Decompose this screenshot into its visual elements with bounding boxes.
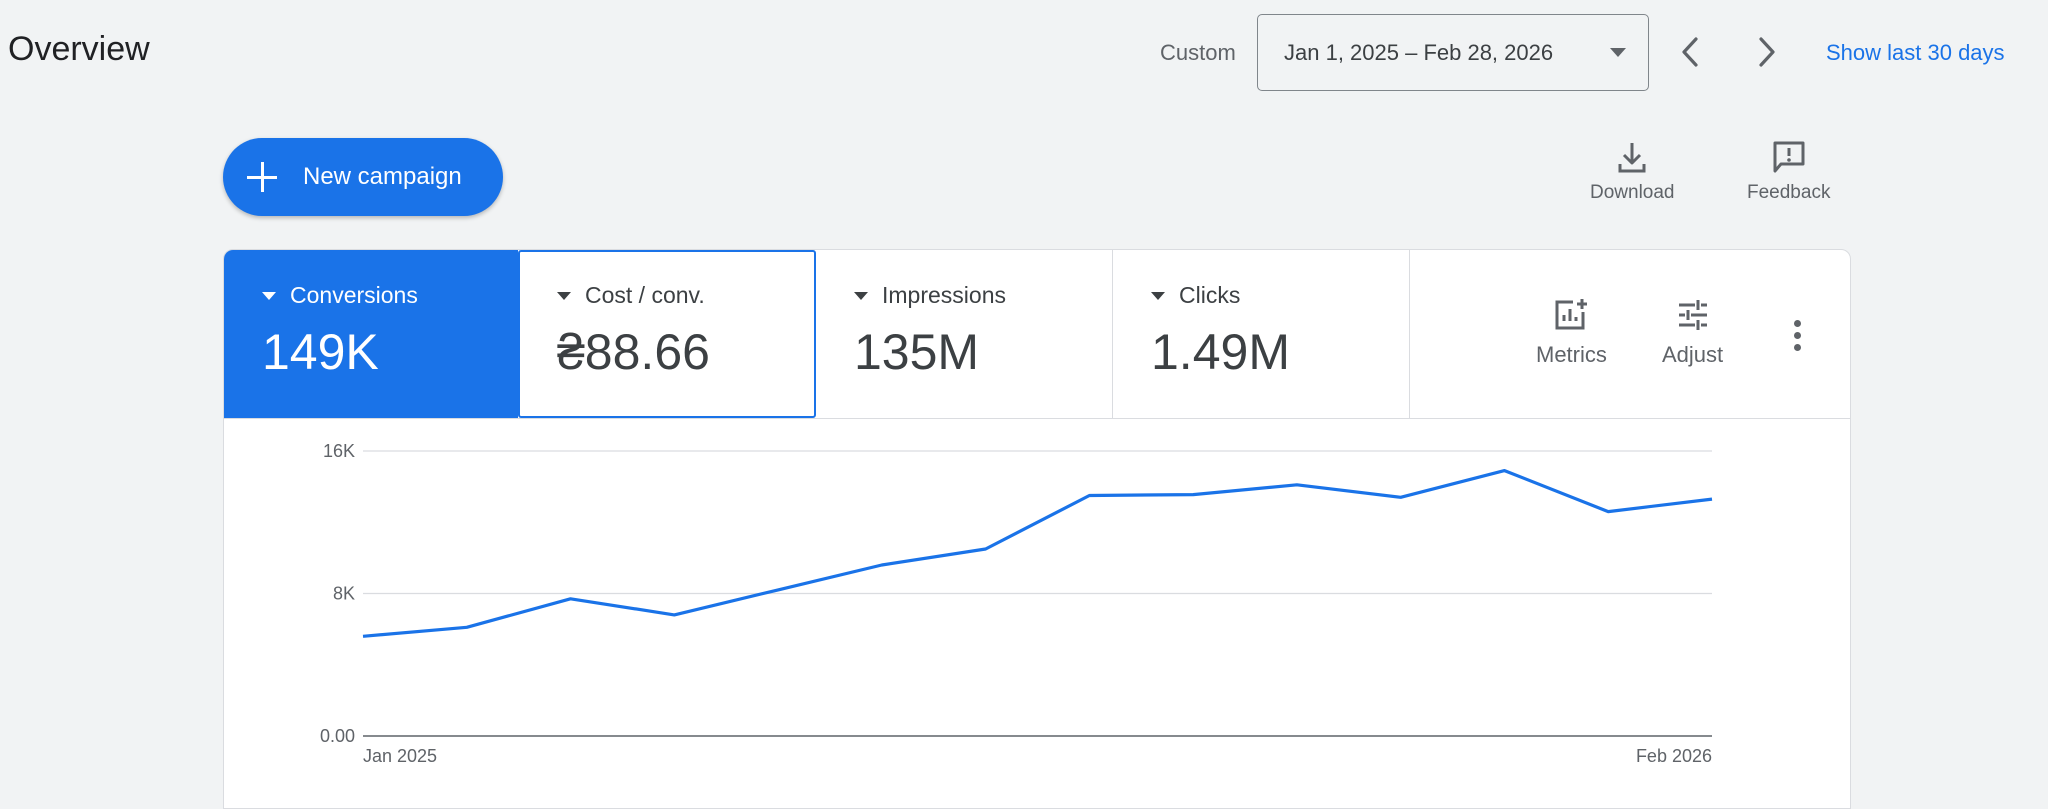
next-period-button[interactable] — [1754, 34, 1780, 70]
metric-value: 149K — [262, 323, 518, 381]
chevron-right-icon — [1757, 36, 1777, 68]
metric-label: Clicks — [1179, 282, 1240, 309]
feedback-icon — [1771, 140, 1807, 174]
date-range-type-label: Custom — [1160, 40, 1236, 66]
feedback-button[interactable]: Feedback — [1747, 140, 1830, 204]
metric-tile-clicks[interactable]: Clicks 1.49M — [1113, 250, 1410, 418]
more-options-button[interactable] — [1791, 320, 1803, 356]
metric-tile-cost-per-conversion[interactable]: Cost / conv. ₴88.66 — [518, 250, 816, 418]
metric-dropdown-icon — [557, 292, 571, 300]
metric-tile-impressions[interactable]: Impressions 135M — [816, 250, 1113, 418]
metrics-chart-icon — [1553, 298, 1589, 332]
metric-dropdown-icon — [854, 292, 868, 300]
more-vert-icon — [1791, 320, 1803, 351]
show-last-30-days-link[interactable]: Show last 30 days — [1826, 40, 2005, 66]
feedback-label: Feedback — [1747, 182, 1830, 204]
new-campaign-label: New campaign — [303, 163, 462, 191]
series-line-conversions — [363, 471, 1712, 637]
dropdown-caret-icon — [1610, 48, 1626, 57]
adjust-button[interactable]: Adjust — [1662, 298, 1723, 368]
metric-dropdown-icon — [262, 292, 276, 300]
x-tick-label: Feb 2026 — [1636, 746, 1712, 766]
date-range-value: Jan 1, 2025 – Feb 28, 2026 — [1284, 40, 1553, 66]
plus-icon — [247, 162, 277, 192]
adjust-label: Adjust — [1662, 342, 1723, 368]
page-title: Overview — [8, 30, 150, 69]
metric-label: Conversions — [290, 282, 418, 309]
y-tick-label: 8K — [333, 584, 355, 604]
chevron-left-icon — [1680, 36, 1700, 68]
metrics-label: Metrics — [1536, 342, 1607, 368]
metric-value: 135M — [854, 323, 1112, 381]
metric-tiles-row: Conversions 149K Cost / conv. ₴88.66 Imp… — [224, 250, 1850, 419]
performance-card: Conversions 149K Cost / conv. ₴88.66 Imp… — [223, 249, 1851, 809]
download-label: Download — [1590, 182, 1675, 204]
new-campaign-button[interactable]: New campaign — [223, 138, 503, 216]
download-icon — [1616, 140, 1648, 174]
previous-period-button[interactable] — [1677, 34, 1703, 70]
metric-label: Cost / conv. — [585, 282, 705, 309]
metric-dropdown-icon — [1151, 292, 1165, 300]
y-tick-label: 0.00 — [320, 726, 355, 746]
metric-label: Impressions — [882, 282, 1006, 309]
metric-value: ₴88.66 — [557, 323, 814, 381]
download-button[interactable]: Download — [1590, 140, 1675, 204]
tune-icon — [1676, 298, 1710, 332]
metrics-button[interactable]: Metrics — [1536, 298, 1607, 368]
conversions-line-chart: 0.00 8K 16K Jan 2025 Feb 2026 — [224, 419, 1851, 809]
x-tick-label: Jan 2025 — [363, 746, 437, 766]
y-tick-label: 16K — [323, 441, 355, 461]
metric-tile-conversions[interactable]: Conversions 149K — [224, 250, 518, 418]
date-range-picker[interactable]: Jan 1, 2025 – Feb 28, 2026 — [1257, 14, 1649, 91]
metric-value: 1.49M — [1151, 323, 1409, 381]
